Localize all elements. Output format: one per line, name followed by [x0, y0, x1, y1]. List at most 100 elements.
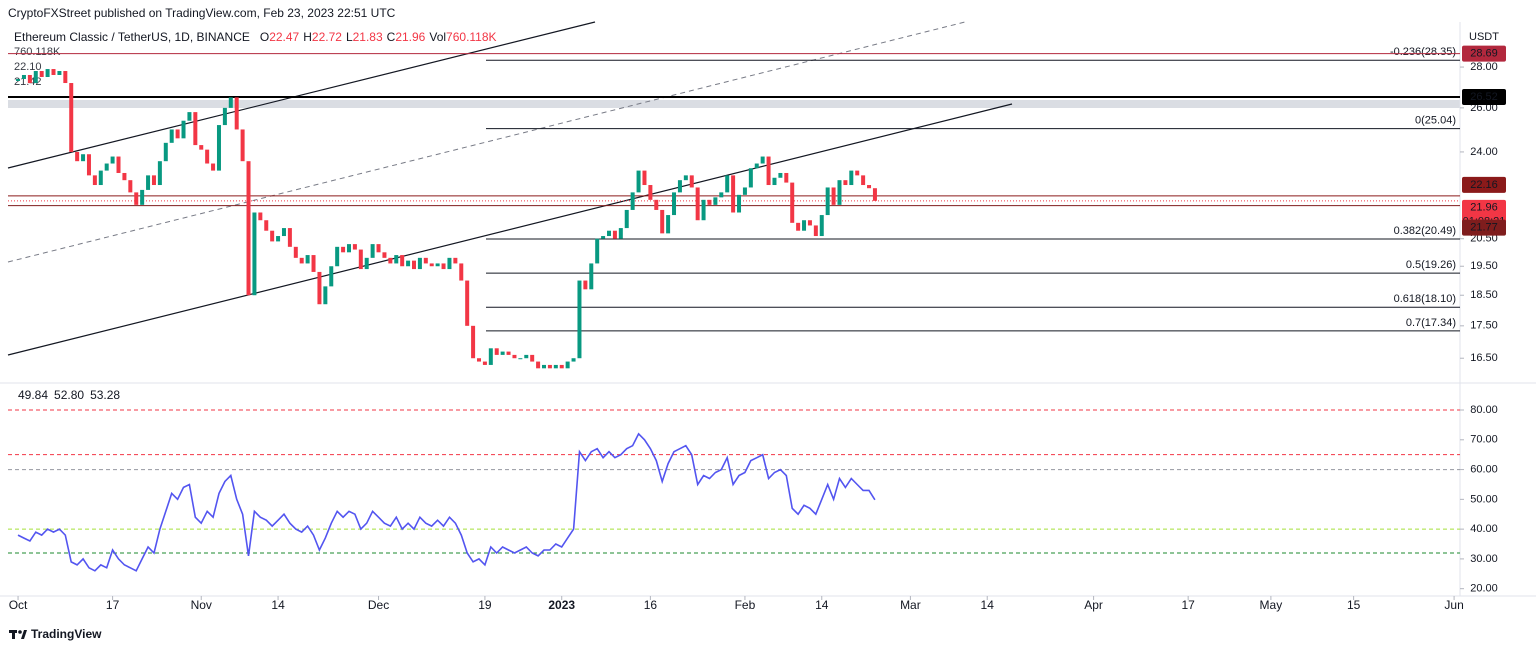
candle-body [140, 189, 145, 205]
candle-body [589, 263, 594, 290]
trend-line [7, 21, 966, 263]
fib-label: -0.236(28.35) [1390, 46, 1456, 58]
candle-body [867, 185, 872, 189]
candle-body [16, 78, 21, 82]
rsi-line [17, 432, 876, 572]
candle-body [341, 246, 346, 253]
fib-label: 0(25.04) [1415, 114, 1456, 126]
price-label-box [1462, 45, 1506, 62]
candle-body [411, 260, 416, 270]
y-tick-label: 80.00 [1470, 404, 1498, 416]
candle-body [276, 236, 281, 242]
candle-body [471, 325, 476, 359]
candle-body [618, 228, 623, 239]
y-tick-label: 50.00 [1470, 493, 1498, 505]
price-label: 21.77 [1470, 222, 1498, 234]
candle-body [63, 71, 68, 84]
candle-body [311, 255, 316, 272]
candle-body [163, 142, 168, 162]
candle-body [33, 71, 38, 84]
brand: TradingView [31, 627, 102, 641]
candle-body [849, 170, 854, 186]
x-tick-label: 14 [271, 598, 285, 612]
y-tick-label: 19.50 [1470, 260, 1498, 272]
candle-body [648, 185, 653, 200]
zone [8, 100, 1460, 108]
candle-body [772, 177, 777, 186]
candle-body [796, 222, 801, 231]
ohlc-key: O [260, 30, 269, 44]
candle-body [435, 263, 440, 267]
candle-body [754, 163, 759, 169]
candle-body [222, 107, 227, 126]
candle-body [695, 187, 700, 221]
price-label-box [1462, 219, 1506, 236]
trend-line [7, 103, 1013, 356]
candle-body [264, 220, 269, 231]
candle-body [524, 354, 529, 359]
candle-body [571, 358, 576, 362]
candle-body [660, 209, 665, 234]
candle-body [169, 129, 174, 143]
vol-value: 760.118K [446, 30, 497, 44]
candle-body [565, 361, 570, 369]
candle-body [270, 230, 275, 242]
candle-body [689, 175, 694, 188]
candle-body [234, 97, 239, 130]
candle-body [825, 187, 830, 216]
y-tick-label: 18.50 [1470, 289, 1498, 301]
x-tick-label: 14 [981, 598, 995, 612]
candle-body [376, 244, 381, 253]
candle-body [583, 280, 588, 290]
rsi-legend: 53.28 [90, 388, 120, 402]
candle-body [642, 170, 647, 186]
symbol: Ethereum Classic / TetherUS, 1D, BINANCE [14, 30, 250, 44]
candle-body [518, 358, 523, 360]
candle-body [110, 156, 115, 164]
candle-body [500, 351, 505, 355]
candle-body [317, 271, 322, 305]
price-label-box [1462, 176, 1506, 193]
candle-body [81, 154, 86, 162]
candle-body [831, 187, 836, 205]
x-tick-label: May [1260, 598, 1283, 612]
candle-body [151, 175, 156, 186]
y-tick-label: 17.50 [1470, 320, 1498, 332]
overlay-value: 22.10 [14, 61, 42, 73]
candle-body [287, 228, 292, 247]
price-label-box [1462, 88, 1506, 105]
candle-body [329, 266, 334, 287]
x-tick-label: 2023 [548, 598, 575, 612]
candle-body [382, 252, 387, 258]
candle-body [476, 358, 481, 362]
x-tick-label: Jun [1444, 598, 1463, 612]
candle-body [388, 257, 393, 264]
candle-body [104, 163, 109, 171]
candle-body [92, 175, 97, 186]
candle-body [530, 354, 535, 362]
brand-logo [9, 630, 27, 639]
candle-body [352, 244, 357, 250]
fib-label: 0.7(17.34) [1406, 317, 1456, 329]
candle-body [146, 175, 151, 190]
candle-body [731, 175, 736, 213]
candle-body [299, 257, 304, 264]
candle-body [719, 192, 724, 198]
candle-body [837, 180, 842, 205]
candle-body [75, 151, 80, 162]
candle-body [199, 145, 204, 150]
candle-body [601, 236, 606, 239]
candle-body [358, 249, 363, 270]
candle-body [778, 172, 783, 178]
candle-body [281, 228, 286, 237]
x-tick-label: Nov [191, 598, 212, 612]
candle-body [27, 74, 32, 84]
x-tick-label: 16 [644, 598, 658, 612]
candle-body [453, 257, 458, 264]
candle-body [843, 180, 848, 186]
x-tick-label: 17 [1181, 598, 1195, 612]
candle-body [57, 71, 62, 75]
x-tick-label: Oct [9, 598, 28, 612]
